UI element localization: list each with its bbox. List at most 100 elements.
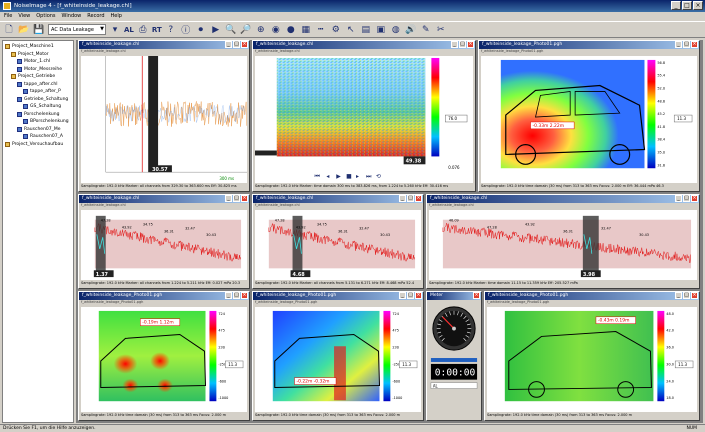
brush-icon[interactable]: ✎ [421, 24, 430, 35]
close-icon[interactable]: × [415, 195, 422, 202]
menu-window[interactable]: Window [61, 13, 82, 19]
save-icon[interactable]: 💾 [33, 24, 45, 35]
menu-view[interactable]: View [18, 13, 31, 19]
acoustic-map[interactable]: -0.33m 2.22m 56.8 55.4 52.0 48.6 45.2 41.8 38.… [481, 56, 697, 183]
maximize-icon[interactable]: □ [683, 195, 690, 202]
menu-help[interactable]: Help [110, 13, 122, 19]
window-title[interactable]: f_whiteinside_leakage_Photo01.pgh _ □ × [479, 41, 699, 49]
acoustic-map[interactable]: -0.43m 0.19m 48.0 42.0 36.0 30.0 24.0 18.0 11… [487, 307, 697, 412]
acoustic-photo-window-3[interactable]: f_whiteinside_leakage_Photo01.pgh _ □ × f_w… [252, 291, 424, 421]
tree-item[interactable]: tappe_after_P [5, 88, 71, 96]
data-select[interactable]: AC Data Leakage [48, 24, 106, 35]
al-button[interactable]: AL [124, 25, 134, 34]
skip-back-icon[interactable]: ⏮ [314, 174, 320, 180]
close-icon[interactable]: × [241, 292, 248, 299]
close-icon[interactable]: × [691, 41, 698, 48]
maximize-icon[interactable]: □ [459, 41, 466, 48]
loop-icon[interactable]: ⟲ [376, 174, 381, 180]
step-forward-icon[interactable]: ▸ [356, 174, 359, 180]
minimize-icon[interactable]: _ [399, 195, 406, 202]
skip-forward-icon[interactable]: ⏭ [366, 174, 372, 180]
step-back-icon[interactable]: ◂ [326, 174, 329, 180]
info-icon[interactable]: ⓘ [181, 26, 191, 36]
spectrum-plot[interactable]: 3.98 46.09 47.28 43.92 36.31 32.47 30.43 [429, 210, 697, 280]
minimize-button[interactable]: _ [671, 1, 681, 10]
tree-item[interactable]: Project_Getriebe [5, 73, 71, 81]
rt-button[interactable]: RT [151, 25, 162, 34]
tree-item[interactable]: Rauschen07_Me [5, 126, 71, 134]
play-button-icon[interactable]: ▶ [336, 174, 341, 180]
close-icon[interactable]: × [473, 292, 480, 299]
spectrogram-plot[interactable]: 49.38 76.0 0.076 ⏮ ◂ ▶ ■ ▸ ⏭ ⟲ [255, 56, 473, 183]
minimize-icon[interactable]: _ [225, 41, 232, 48]
close-icon[interactable]: × [241, 41, 248, 48]
tree-item[interactable]: BPorschelenkung [5, 118, 71, 126]
tree-item[interactable]: Motor_1.chl [5, 58, 71, 66]
close-icon[interactable]: × [691, 195, 698, 202]
close-icon[interactable]: × [241, 195, 248, 202]
acoustic-photo-window[interactable]: f_whiteinside_leakage_Photo01.pgh _ □ × f_w… [478, 40, 700, 192]
stop-button-icon[interactable]: ■ [346, 174, 352, 180]
spectrum-plot[interactable]: 4.68 47.28 43.92 34.75 36.31 32.47 30.43 [255, 210, 421, 280]
tree-item[interactable]: Project_Versuchaufbau [5, 141, 71, 149]
window-title[interactable]: f_whiteinside_leakage.chl _ □ × [253, 41, 475, 49]
window-title[interactable]: f_whiteinside_leakage_Photo01.pgh _ □ × [485, 292, 699, 300]
minimize-icon[interactable]: _ [399, 292, 406, 299]
dropdown-arrow-icon[interactable]: ▾ [112, 24, 118, 35]
speaker-icon[interactable]: 🔊 [405, 24, 417, 35]
window-title[interactable]: f_whiteinside_leakage_Photo01.pgh _ □ × [79, 292, 249, 300]
close-icon[interactable]: × [415, 292, 422, 299]
photo-icon[interactable]: ▣ [376, 24, 385, 35]
minimize-icon[interactable]: _ [675, 41, 682, 48]
record-icon[interactable]: ⏺ [198, 24, 203, 35]
print-icon[interactable]: ⎙ [139, 24, 147, 35]
acoustic-map[interactable]: -0.22m -0.32m 724 475 230 -250 -600 -1000 11.… [255, 307, 421, 412]
tree-item[interactable]: Getriebe_Schaltung [5, 96, 71, 104]
acoustic-photo-window-4[interactable]: f_whiteinside_leakage_Photo01.pgh _ □ × f_w… [484, 291, 700, 421]
play-icon[interactable]: ▶ [212, 24, 220, 35]
window-title[interactable]: f_whiteinside_leakage.chl _ □ × [427, 195, 699, 203]
minimize-icon[interactable]: _ [451, 41, 458, 48]
zoom-out-icon[interactable]: 🔎 [240, 24, 252, 35]
settings-icon[interactable]: ⚙ [331, 24, 340, 35]
maximize-button[interactable]: □ [682, 1, 692, 10]
acoustic-map[interactable]: -0.19m 1.12m 724 475 230 -250 -600 -1000 11.3 [81, 307, 247, 412]
maximize-icon[interactable]: □ [233, 195, 240, 202]
spectrum-window-2[interactable]: f_whiteinside_leakage.chl _ □ × f_whiteinsi… [252, 194, 424, 289]
minimize-icon[interactable]: _ [675, 292, 682, 299]
tree-item[interactable]: Porschelenkung [5, 111, 71, 119]
zoom-fit-icon[interactable]: ⊕ [256, 24, 265, 35]
spectrum-window-3[interactable]: f_whiteinside_leakage.chl _ □ × f_whiteinsi… [426, 194, 700, 289]
tree-item[interactable]: Rauschen07_A [5, 133, 71, 141]
acoustic-photo-window-2[interactable]: f_whiteinside_leakage_Photo01.pgh _ □ × f_w… [78, 291, 250, 421]
close-icon[interactable]: × [691, 292, 698, 299]
window-title[interactable]: f_whiteinside_leakage.chl _ □ × [253, 195, 423, 203]
camera-icon[interactable]: ◉ [271, 24, 280, 35]
help-icon[interactable]: ? [168, 24, 174, 35]
maximize-icon[interactable]: □ [683, 41, 690, 48]
filter-icon[interactable]: ◍ [391, 24, 400, 35]
grid-icon[interactable]: ▦ [301, 24, 310, 35]
close-button[interactable]: × [693, 1, 703, 10]
minimize-icon[interactable]: _ [225, 195, 232, 202]
menu-options[interactable]: Options [36, 13, 56, 19]
open-folder-icon[interactable]: 📂 [18, 24, 30, 35]
stop-icon[interactable]: ● [286, 24, 295, 35]
menu-file[interactable]: File [4, 13, 13, 19]
window-title[interactable]: Meter × [427, 292, 481, 300]
maximize-icon[interactable]: □ [407, 292, 414, 299]
tree-item[interactable]: tappe_after.chl [5, 81, 71, 89]
table-icon[interactable]: ▤ [361, 24, 370, 35]
spectrum-plot[interactable]: 1.37 47.28 43.92 34.75 36.31 32.47 30.43 [81, 210, 247, 280]
tree-item[interactable]: Project_Maschine1 [5, 43, 71, 51]
tool-icon[interactable]: ✂ [436, 24, 445, 35]
window-title[interactable]: f_whiteinside_leakage.chl _ □ × [79, 41, 249, 49]
window-title[interactable]: f_whiteinside_leakage.chl _ □ × [79, 195, 249, 203]
maximize-icon[interactable]: □ [683, 292, 690, 299]
meter-window[interactable]: Meter × 0:00:00 AL [426, 291, 482, 421]
menu-record[interactable]: Record [87, 13, 105, 19]
minimize-icon[interactable]: _ [225, 292, 232, 299]
tree-item[interactable]: GS_Schaltung [5, 103, 71, 111]
new-file-icon[interactable]: 🗋 [5, 24, 13, 35]
minimize-icon[interactable]: _ [675, 195, 682, 202]
